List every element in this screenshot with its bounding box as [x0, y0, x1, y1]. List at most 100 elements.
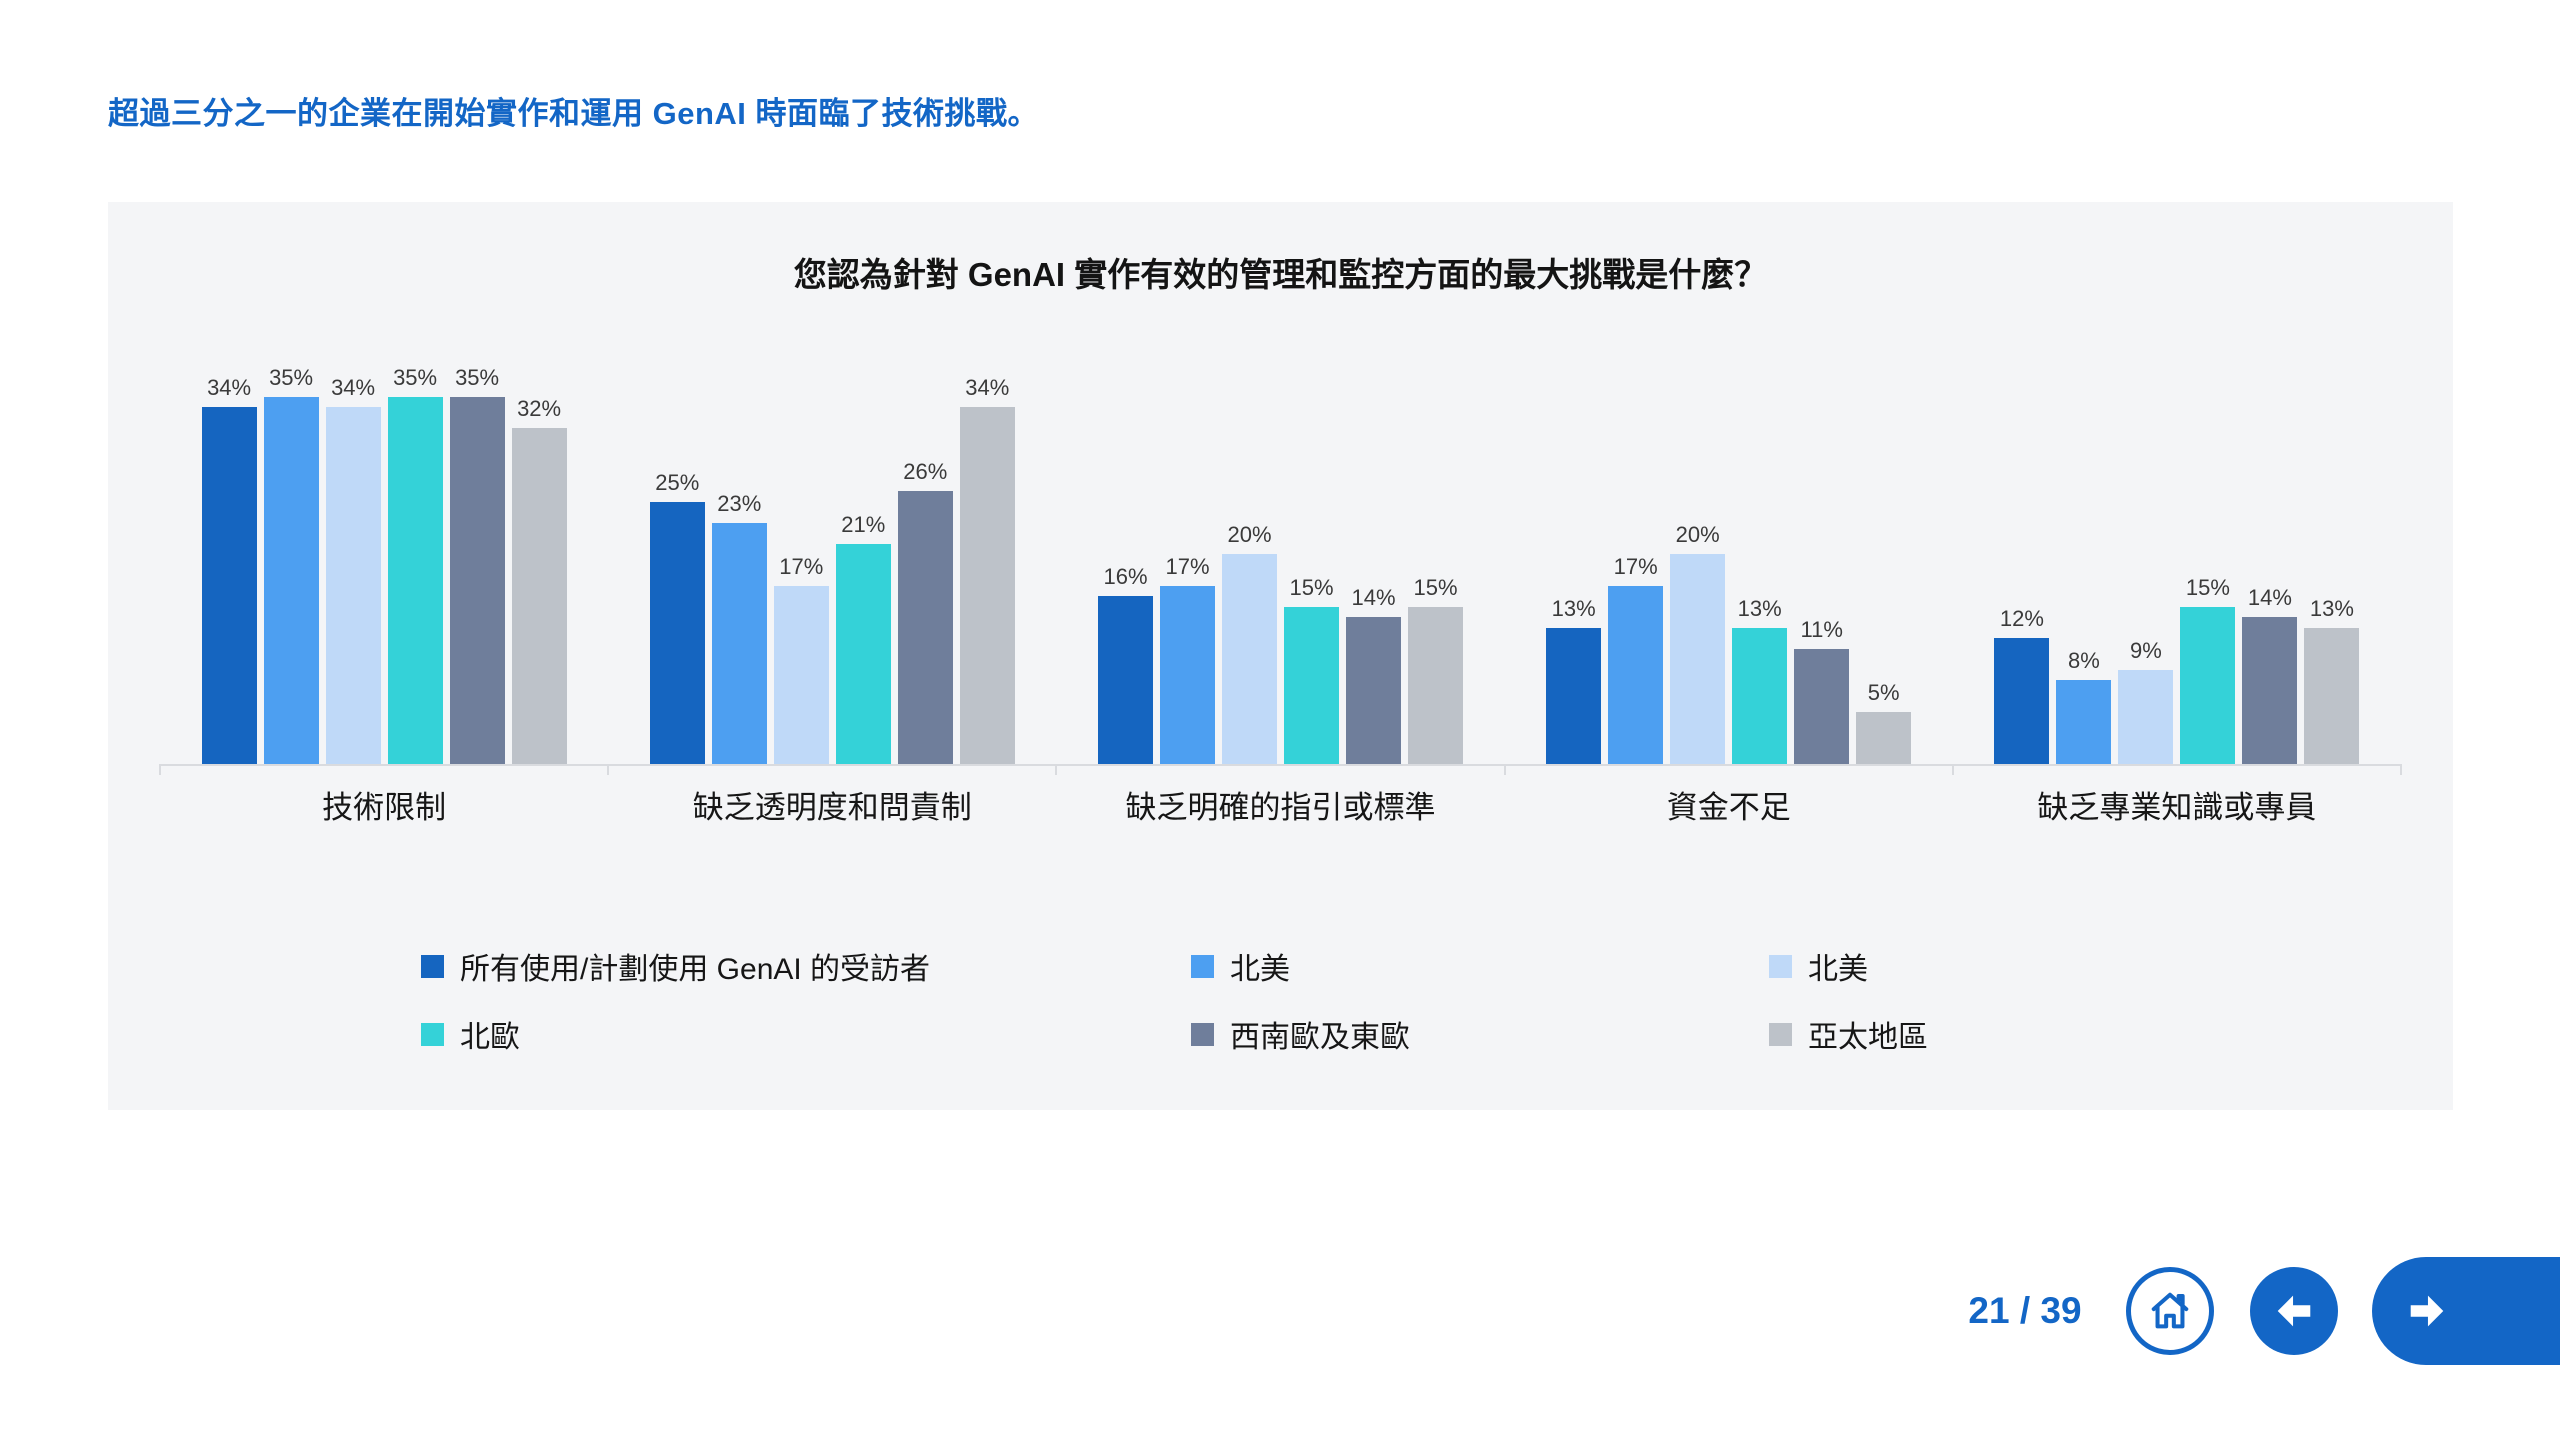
legend-swatch [421, 954, 444, 978]
legend-label: 亞太地區 [1808, 1021, 1928, 1054]
axis-tick [1503, 764, 1506, 775]
bar [2118, 669, 2174, 764]
bar-value-label: 35% [393, 364, 438, 390]
page-indicator: 21 / 39 [1968, 1290, 2082, 1331]
prev-button[interactable] [2250, 1267, 2338, 1355]
bar-wrap: 20% [1222, 522, 1277, 764]
bar-wrap: 35% [263, 364, 319, 764]
bar-wrap: 35% [449, 364, 505, 764]
bar [201, 407, 257, 764]
bar [1160, 585, 1215, 764]
bar-wrap: 15% [1408, 574, 1463, 764]
bar-wrap: 13% [1732, 595, 1788, 764]
legend-label: 北美 [1230, 953, 1290, 986]
bar [1346, 617, 1401, 764]
legend-item: 北美 [1191, 944, 1769, 988]
legend-swatch [1191, 1022, 1214, 1046]
bar-wrap: 21% [835, 511, 891, 764]
bar-value-label: 35% [269, 364, 314, 390]
chart-groups: 34% 35% 34% 35% 35% 32% 25% 23% 17% 21% 26% 34% 16% 1… [160, 352, 2401, 764]
next-button[interactable] [2372, 1257, 2560, 1365]
bar-wrap: 5% [1856, 679, 1912, 764]
bar-wrap: 8% [2056, 648, 2112, 764]
bar [1732, 627, 1788, 764]
arrow-left-icon [2271, 1288, 2317, 1334]
chart-baseline [159, 764, 2402, 775]
axis-tick [1951, 764, 1954, 775]
chart-plot: 34% 35% 34% 35% 35% 32% 25% 23% 17% 21% 26% 34% 16% 1… [159, 352, 2402, 827]
bar [1608, 585, 1664, 764]
bar-value-label: 34% [331, 375, 376, 400]
bar-wrap: 17% [1608, 554, 1664, 764]
bar [1856, 711, 1912, 764]
bar-wrap: 11% [1794, 616, 1850, 764]
legend-item: 亞太地區 [1769, 1012, 1928, 1056]
chart-group: 25% 23% 17% 21% 26% 34% [608, 375, 1056, 764]
bar [1546, 627, 1602, 764]
bar-value-label: 14% [1351, 585, 1396, 610]
bar-wrap: 13% [2304, 595, 2360, 764]
category-label: 缺乏明確的指引或標準 [1125, 790, 1436, 825]
legend-swatch [1191, 954, 1214, 978]
bar-value-label: 35% [455, 364, 500, 390]
bar-value-label: 23% [717, 490, 762, 516]
home-button[interactable] [2126, 1267, 2214, 1355]
legend-label: 所有使用/計劃使用 GenAI 的受訪者 [460, 953, 931, 986]
legend-swatch [1769, 1022, 1792, 1046]
category-label: 缺乏專業知識或專員 [2037, 790, 2317, 825]
bar [773, 585, 829, 764]
bar-wrap: 14% [1346, 585, 1401, 764]
bar-value-label: 11% [1800, 616, 1843, 642]
bar [2242, 617, 2298, 764]
bar-wrap: 32% [511, 396, 567, 764]
chart-group: 12% 8% 9% 15% 14% 13% [1953, 574, 2401, 764]
chart-panel: 您認為針對 GenAI 實作有效的管理和監控方面的最大挑戰是什麼？ 34% 35%… [108, 202, 2453, 1110]
bar-value-label: 13% [1737, 595, 1782, 621]
bar [1222, 554, 1277, 764]
bar-wrap: 12% [1994, 606, 2050, 764]
arrow-right-icon [2404, 1288, 2450, 1334]
bar-wrap: 13% [1546, 595, 1602, 764]
bar-wrap: 15% [2180, 574, 2236, 764]
bar [2180, 606, 2236, 764]
bar-value-label: 32% [517, 396, 562, 421]
bar [711, 522, 767, 764]
bar [1670, 554, 1726, 764]
bar-value-label: 12% [1999, 606, 2044, 631]
headline: 超過三分之一的企業在開始實作和運用 GenAI 時面臨了技術挑戰。 [108, 96, 1040, 131]
bar-value-label: 9% [2130, 637, 2162, 663]
bar-wrap: 17% [1160, 554, 1215, 764]
bar-value-label: 20% [1675, 522, 1720, 547]
bar-value-label: 5% [1867, 679, 1900, 705]
legend-label: 北美 [1808, 953, 1868, 986]
bar-value-label: 17% [779, 553, 824, 579]
bar [1408, 606, 1463, 764]
category-label: 技術限制 [322, 790, 447, 825]
bar-wrap: 9% [2118, 637, 2174, 764]
category-label: 缺乏透明度和問責制 [692, 790, 972, 825]
bar-value-label: 13% [1551, 595, 1596, 621]
bar-value-label: 34% [965, 375, 1010, 400]
bar-value-label: 21% [841, 511, 886, 537]
bar [325, 407, 381, 764]
bar [511, 428, 567, 764]
home-icon [2147, 1288, 2193, 1334]
bar-value-label: 15% [1289, 574, 1334, 600]
bar-wrap: 14% [2242, 585, 2298, 764]
bar-wrap: 34% [201, 375, 257, 764]
bar [649, 501, 705, 764]
bar-value-label: 15% [1413, 574, 1458, 600]
bar [263, 396, 319, 764]
bar-wrap: 34% [959, 375, 1015, 764]
bar-wrap: 35% [387, 364, 443, 764]
bar-value-label: 15% [2185, 574, 2230, 600]
legend-item: 所有使用/計劃使用 GenAI 的受訪者 [421, 944, 1191, 988]
bar-value-label: 13% [2309, 595, 2354, 621]
bar [449, 396, 505, 764]
bar [1098, 596, 1153, 764]
bar-wrap: 25% [649, 470, 705, 764]
chart-legend: 所有使用/計劃使用 GenAI 的受訪者 北美 北美 北歐 西南歐及東歐 亞太地區 [421, 944, 1928, 1056]
bar-wrap: 26% [897, 459, 953, 764]
legend-label: 北歐 [460, 1021, 520, 1054]
bar-wrap: 20% [1670, 522, 1726, 764]
